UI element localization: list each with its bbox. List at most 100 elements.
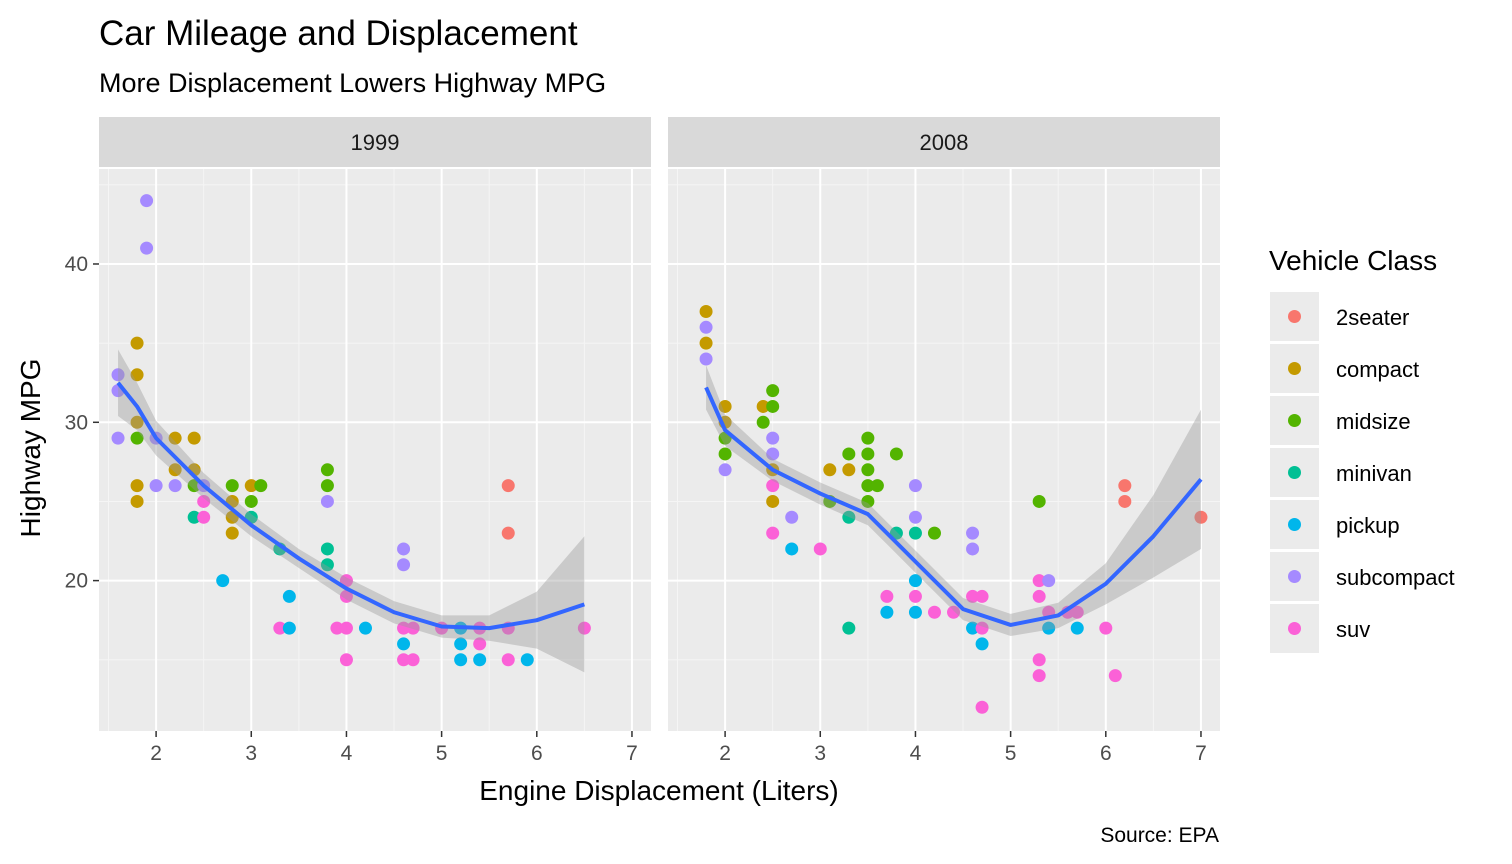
data-point-compact — [168, 431, 182, 445]
data-point-pickup — [358, 621, 372, 635]
data-point-suv — [197, 510, 211, 524]
x-tick-label: 5 — [1005, 742, 1017, 765]
data-point-pickup — [908, 574, 922, 588]
data-point-2seater — [1118, 494, 1132, 508]
x-tick-label: 6 — [1100, 742, 1112, 765]
smooth-line — [704, 386, 1203, 627]
data-point-pickup — [966, 621, 980, 635]
data-point-compact — [244, 479, 258, 493]
panel-background — [668, 169, 1220, 731]
data-point-compact — [699, 336, 713, 350]
data-point-midsize — [254, 479, 268, 493]
x-tick-label: 2 — [150, 742, 162, 765]
data-point-pickup — [520, 653, 534, 667]
data-point-compact — [842, 463, 856, 477]
data-point-suv — [397, 621, 411, 635]
x-tick-label: 5 — [436, 742, 448, 765]
data-point-suv — [947, 605, 961, 619]
data-point-suv — [908, 589, 922, 603]
legend-swatch — [1288, 414, 1301, 427]
data-point-suv — [197, 494, 211, 508]
data-point-subcompact — [397, 558, 411, 572]
data-point-subcompact — [320, 494, 334, 508]
data-point-compact — [130, 494, 144, 508]
legend-swatch — [1288, 570, 1301, 583]
data-point-pickup — [908, 605, 922, 619]
x-tick-label: 7 — [626, 742, 638, 765]
y-tick-label: 40 — [65, 253, 88, 276]
data-point-subcompact — [111, 431, 125, 445]
data-point-midsize — [870, 479, 884, 493]
legend-title: Vehicle Class — [1269, 245, 1437, 276]
data-point-suv — [1099, 621, 1113, 635]
facet-panels: 1999 2 3 4 5 6 7 20 30 40 2008 2 3 4 5 6 7 — [65, 117, 1220, 765]
data-point-pickup — [880, 605, 894, 619]
x-axis-title: Engine Displacement (Liters) — [479, 775, 839, 806]
data-point-subcompact — [111, 368, 125, 382]
data-point-minivan — [842, 510, 856, 524]
data-point-midsize — [889, 447, 903, 461]
legend-item-minivan: minivan — [1270, 448, 1412, 497]
y-axis-title: Highway MPG — [15, 359, 46, 538]
data-point-subcompact — [140, 241, 154, 255]
data-point-subcompact — [908, 510, 922, 524]
data-point-pickup — [1042, 621, 1056, 635]
data-point-compact — [718, 399, 732, 413]
data-point-midsize — [861, 494, 875, 508]
data-point-suv — [975, 589, 989, 603]
data-point-suv — [927, 605, 941, 619]
data-point-compact — [823, 463, 837, 477]
data-point-subcompact — [966, 526, 980, 540]
x-tick-label: 7 — [1195, 742, 1207, 765]
data-point-midsize — [842, 447, 856, 461]
data-point-subcompact — [397, 542, 411, 556]
data-point-midsize — [861, 431, 875, 445]
data-point-subcompact — [766, 447, 780, 461]
data-point-subcompact — [908, 479, 922, 493]
data-point-suv — [339, 653, 353, 667]
data-point-midsize — [766, 384, 780, 398]
data-point-suv — [1032, 669, 1046, 683]
data-point-compact — [130, 415, 144, 429]
facet-panel-1999: 1999 2 3 4 5 6 7 20 30 40 — [65, 117, 651, 765]
legend-swatch — [1288, 466, 1301, 479]
legend-swatch — [1288, 622, 1301, 635]
data-point-pickup — [454, 653, 468, 667]
legend: Vehicle Class 2seater compact midsize miniv… — [1269, 245, 1455, 653]
data-point-pickup — [1070, 621, 1084, 635]
data-point-subcompact — [718, 463, 732, 477]
data-point-subcompact — [966, 542, 980, 556]
data-point-midsize — [320, 479, 334, 493]
x-tick-label: 3 — [814, 742, 826, 765]
data-point-suv — [1070, 605, 1084, 619]
data-point-suv — [501, 653, 515, 667]
data-point-pickup — [454, 637, 468, 651]
data-point-compact — [225, 526, 239, 540]
data-point-compact — [130, 479, 144, 493]
data-point-compact — [130, 336, 144, 350]
data-point-pickup — [975, 637, 989, 651]
panel-background — [99, 169, 651, 731]
data-point-2seater — [501, 526, 515, 540]
data-point-suv — [330, 621, 344, 635]
data-point-midsize — [187, 479, 201, 493]
facet-strip-label: 2008 — [920, 130, 969, 155]
data-point-suv — [975, 621, 989, 635]
data-point-midsize — [225, 479, 239, 493]
legend-item-2seater: 2seater — [1270, 292, 1409, 341]
data-point-suv — [766, 479, 780, 493]
data-point-compact — [168, 463, 182, 477]
confidence-band — [118, 349, 585, 673]
chart-subtitle: More Displacement Lowers Highway MPG — [99, 68, 606, 98]
data-point-suv — [406, 621, 420, 635]
legend-label: suv — [1336, 617, 1370, 642]
data-point-midsize — [756, 415, 770, 429]
data-point-pickup — [282, 621, 296, 635]
legend-swatch — [1288, 362, 1301, 375]
data-point-suv — [339, 621, 353, 635]
data-point-suv — [1032, 653, 1046, 667]
legend-swatch — [1288, 310, 1301, 323]
legend-item-compact: compact — [1270, 344, 1419, 393]
y-tick-label: 30 — [65, 411, 88, 434]
data-point-pickup — [397, 637, 411, 651]
